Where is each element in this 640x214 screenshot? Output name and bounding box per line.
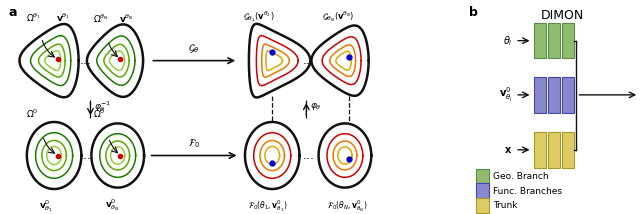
Text: ...: ... <box>80 54 92 67</box>
Text: $\Omega^0$: $\Omega^0$ <box>26 107 38 120</box>
Text: ...: ... <box>303 54 315 67</box>
Text: Geo. Branch: Geo. Branch <box>493 172 548 181</box>
FancyBboxPatch shape <box>476 198 489 213</box>
Text: $\Omega^{\theta_1}$: $\Omega^{\theta_1}$ <box>26 11 41 24</box>
Text: b: b <box>469 6 478 19</box>
Text: $\mathcal{F}_0(\theta_1, \mathbf{v}^0_{\theta_1})$: $\mathcal{F}_0(\theta_1, \mathbf{v}^0_{\… <box>248 198 287 214</box>
Text: $\varphi_\theta^{-1}$: $\varphi_\theta^{-1}$ <box>94 100 111 114</box>
Text: $\mathbf{v}^{\theta_N}$: $\mathbf{v}^{\theta_N}$ <box>118 13 134 25</box>
Text: ...: ... <box>80 149 92 162</box>
Text: $\mathcal{F}_0$: $\mathcal{F}_0$ <box>188 137 200 150</box>
Text: $\mathbf{v}^0_{\theta_i}$: $\mathbf{v}^0_{\theta_i}$ <box>499 86 513 104</box>
Text: Func. Branches: Func. Branches <box>493 187 562 196</box>
Text: $\varphi_\theta$: $\varphi_\theta$ <box>310 101 322 113</box>
FancyBboxPatch shape <box>534 132 547 168</box>
FancyBboxPatch shape <box>562 132 574 168</box>
Text: $\Omega^0$: $\Omega^0$ <box>93 107 106 120</box>
Text: DIMON: DIMON <box>541 9 584 22</box>
Text: $\mathbf{v}^{\theta_1}$: $\mathbf{v}^{\theta_1}$ <box>56 11 70 24</box>
FancyBboxPatch shape <box>562 77 574 113</box>
FancyBboxPatch shape <box>534 23 547 58</box>
Text: $\mathbf{v}^0_{\theta_N}$: $\mathbf{v}^0_{\theta_N}$ <box>105 197 120 213</box>
Text: ...: ... <box>303 149 315 162</box>
Text: $\theta_i$: $\theta_i$ <box>503 34 513 48</box>
Text: $\mathcal{G}_\theta$: $\mathcal{G}_\theta$ <box>188 42 200 55</box>
FancyBboxPatch shape <box>548 77 560 113</box>
Text: $\mathbf{v}^0_{\theta_1}$: $\mathbf{v}^0_{\theta_1}$ <box>39 198 53 214</box>
Text: $\mathcal{F}_0(\theta_N, \mathbf{v}^0_{\theta_N})$: $\mathcal{F}_0(\theta_N, \mathbf{v}^0_{\… <box>327 198 367 214</box>
FancyBboxPatch shape <box>476 169 489 185</box>
FancyBboxPatch shape <box>476 183 489 199</box>
FancyBboxPatch shape <box>548 132 560 168</box>
Text: $\mathbf{x}$: $\mathbf{x}$ <box>504 145 513 155</box>
FancyBboxPatch shape <box>548 23 560 58</box>
Text: $\Omega^{\theta_N}$: $\Omega^{\theta_N}$ <box>93 13 109 25</box>
Text: Trunk: Trunk <box>493 201 518 210</box>
FancyBboxPatch shape <box>562 23 574 58</box>
Text: a: a <box>9 6 17 19</box>
Text: $\mathcal{G}_{\theta_1}(\mathbf{v}^{\theta_1})$: $\mathcal{G}_{\theta_1}(\mathbf{v}^{\the… <box>243 9 274 24</box>
Text: $\mathcal{G}_{\theta_N}(\mathbf{v}^{\theta_N})$: $\mathcal{G}_{\theta_N}(\mathbf{v}^{\the… <box>322 9 355 24</box>
FancyBboxPatch shape <box>534 77 547 113</box>
